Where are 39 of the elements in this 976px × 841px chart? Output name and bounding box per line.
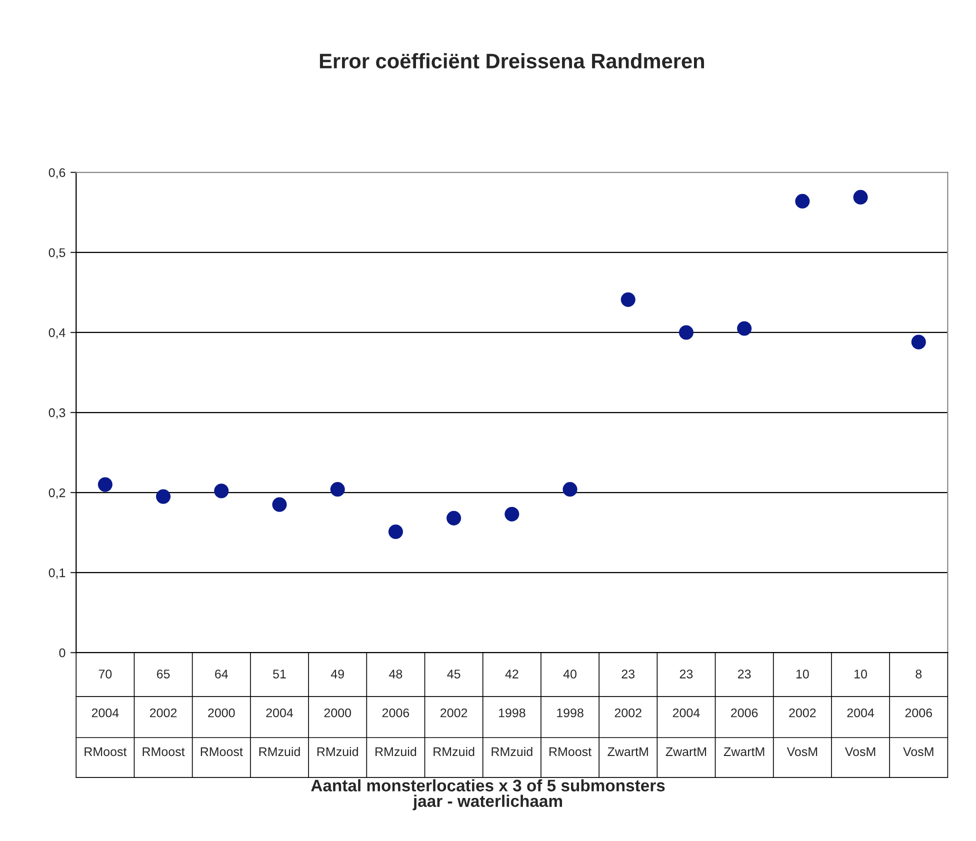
y-tick-label: 0	[59, 648, 66, 658]
category-label: 23 2002 ZwartM	[608, 670, 648, 756]
y-tick-label: 0,3	[48, 408, 66, 419]
point	[853, 190, 868, 204]
point	[214, 484, 229, 498]
text: Aantal monsterlocaties x 3 of 5 submonsters jaar - waterlichaam	[311, 779, 665, 810]
y-tick-label: 0,4	[48, 328, 66, 339]
point	[504, 506, 520, 522]
point	[446, 510, 462, 526]
category-label: 42 1998 RMzuid	[492, 670, 532, 756]
category-label: 40 1998 RMoost	[550, 670, 592, 756]
y-tick-label: 0,2	[48, 488, 66, 499]
point	[620, 292, 636, 307]
category-label: 65 2002 RMoost	[142, 670, 185, 756]
category-label: 10 2002 VosM	[786, 670, 818, 756]
category-label: 64 2000 RMoost	[200, 670, 243, 756]
category-label: 45 2002 RMzuid	[434, 670, 474, 756]
y-tick-label: 0,1	[48, 568, 66, 579]
point	[911, 334, 926, 350]
point	[562, 482, 578, 497]
point	[98, 477, 112, 492]
y-tick-label: 0,5	[48, 248, 66, 259]
category-label: 70 2004 RMoost	[84, 670, 127, 756]
category-label: 23 2004 ZwartM	[666, 670, 706, 756]
point	[272, 497, 287, 512]
point	[388, 524, 403, 540]
category-label: 8 2006 VosM	[903, 670, 934, 756]
category-label: 51 2004 RMzuid	[259, 670, 300, 756]
point	[737, 321, 752, 336]
category-label: 23 2006 ZwartM	[724, 670, 764, 756]
point	[795, 194, 810, 208]
category-label: 49 2000 RMzuid	[317, 670, 358, 756]
chart-title: Error coëfficiënt Dreissena Randmeren	[320, 53, 704, 68]
category-label: 10 2004 VosM	[844, 670, 876, 756]
point	[330, 482, 345, 497]
category-label: 48 2006 RMzuid	[376, 670, 416, 756]
point	[678, 325, 694, 340]
point	[156, 489, 171, 504]
y-tick-label: 0,6	[48, 168, 66, 179]
